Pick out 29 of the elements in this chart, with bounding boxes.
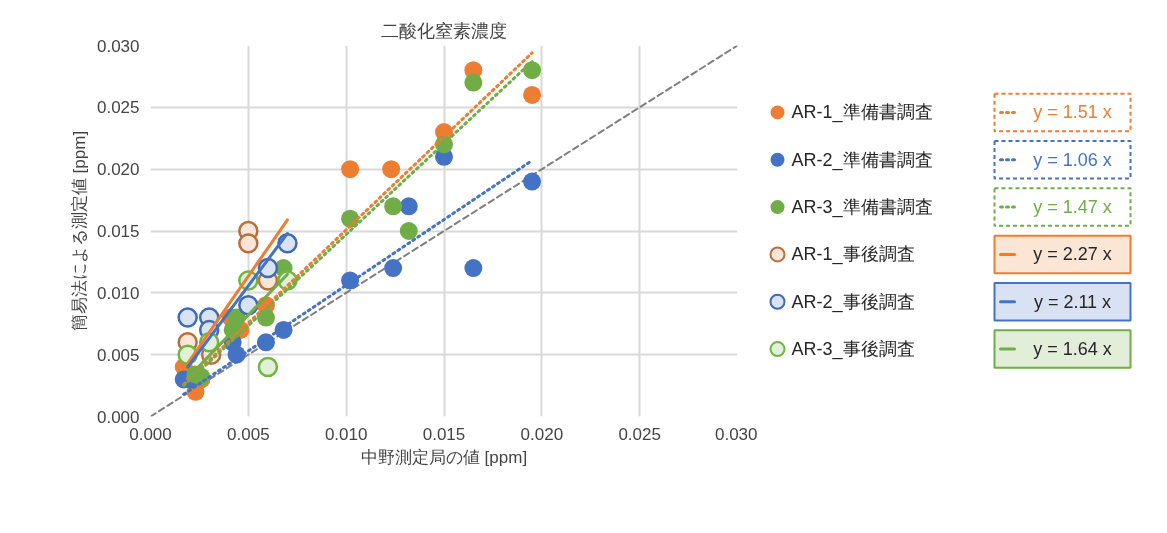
x-tick-label: 0.020 [520,424,564,444]
x-tick-label: 0.010 [324,424,368,444]
y-tick-label: 0.010 [96,283,140,303]
legend-label: AR-2_事後調査 [791,291,915,313]
legend-label: AR-3_準備書調査 [791,197,933,219]
x-tick-label: 0.000 [129,424,172,444]
y-tick-label: 0.025 [96,98,140,118]
y-tick-label: 0.015 [96,222,140,241]
legend-label: y = 1.64 x [1033,339,1112,360]
legend-label: y = 1.51 x [1033,102,1112,123]
legend-label: y = 1.47 x [1033,197,1112,218]
y-tick-label: 0.020 [96,160,140,180]
x-axis-title: 中野測定局の値 [ppm] [360,447,528,467]
y-tick-label: 0.000 [96,407,140,427]
x-tick-label: 0.025 [618,424,661,444]
x-tick-label: 0.015 [422,424,466,444]
legend-label: y = 1.06 x [1033,149,1112,170]
legend-label: AR-2_準備書調査 [791,149,933,171]
legend-label: AR-1_準備書調査 [791,102,933,124]
x-tick-label: 0.005 [227,424,270,444]
y-axis-title: 簡易法による測定値 [ppm] [69,130,89,332]
legend-label: AR-3_事後調査 [791,339,915,361]
legend-label: y = 2.27 x [1033,244,1112,265]
y-tick-label: 0.005 [96,345,140,365]
y-tick-label: 0.030 [96,36,140,56]
x-tick-label: 0.030 [714,424,758,444]
legend-label: AR-1_事後調査 [791,244,915,266]
chart-title: 二酸化窒素濃度 [381,20,507,41]
legend-label: y = 2.11 x [1033,291,1112,312]
